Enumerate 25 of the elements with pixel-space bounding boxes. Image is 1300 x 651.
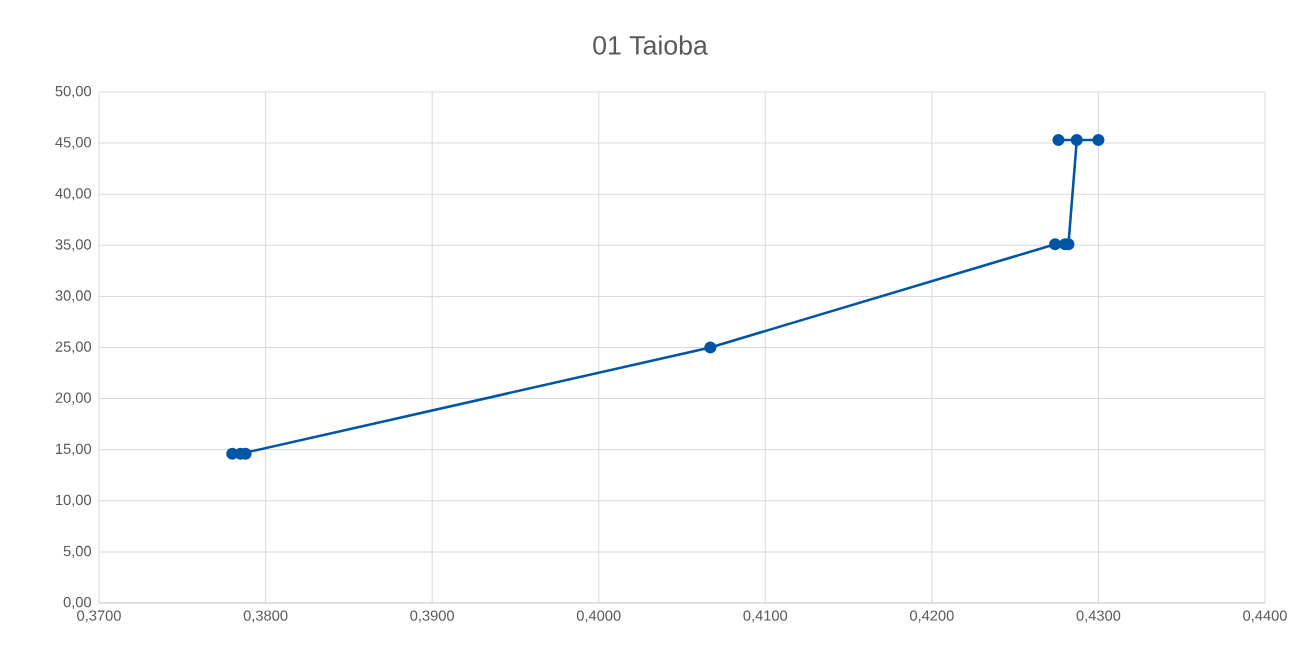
y-tick-label: 20,00 — [55, 392, 92, 405]
point — [1070, 133, 1083, 147]
x-tick-label: 0,4400 — [1243, 610, 1287, 623]
y-tick-label: 40,00 — [55, 188, 92, 201]
point — [1049, 238, 1062, 251]
x-tick-label: 0,4100 — [743, 610, 788, 623]
x-tick-label: 0,3700 — [77, 610, 121, 623]
point — [1092, 133, 1105, 147]
y-tick-label: 10,00 — [56, 494, 92, 507]
point — [704, 341, 717, 354]
y-tick-label: 5,00 — [63, 545, 92, 558]
x-tick-label: 0,4200 — [910, 610, 954, 623]
point — [1052, 133, 1065, 147]
y-tick-label: 25,00 — [55, 341, 92, 354]
y-tick-label: 30,00 — [55, 290, 92, 303]
x-tick-label: 0,4300 — [1076, 610, 1121, 623]
y-tick-label: 35,00 — [55, 239, 92, 252]
y-tick-label: 45,00 — [55, 137, 92, 150]
y-tick-label: 0,00 — [63, 596, 92, 610]
x-tick-label: 0,3800 — [243, 610, 288, 623]
x-tick-label: 0,3900 — [410, 610, 454, 623]
y-tick-label: 15,00 — [56, 443, 92, 456]
y-tick-label: 50,00 — [55, 85, 92, 99]
x-tick-label: 0,4000 — [576, 610, 621, 623]
chart-title: 01 Taioba — [593, 35, 708, 55]
